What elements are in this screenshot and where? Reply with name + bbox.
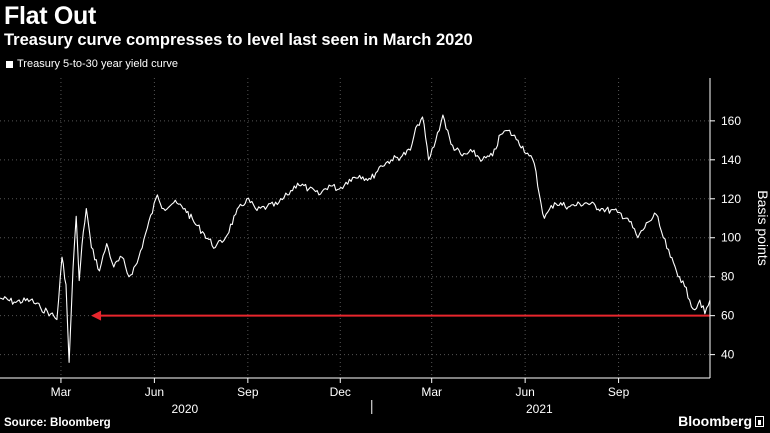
x-tick-label: Jun [515,385,534,399]
x-tick-label: Sep [608,385,630,399]
y-axis-label: Basis points [755,190,770,265]
y-tick-label: 160 [721,114,741,128]
y-tick-label: 140 [721,153,741,167]
x-tick-label: Mar [421,385,442,399]
annotation-arrow-head [91,310,102,321]
chart-subtitle: Treasury curve compresses to level last … [4,31,473,49]
legend-label: Treasury 5-to-30 year yield curve [17,58,178,70]
x-tick-label: Jun [145,385,164,399]
y-tick-label: 80 [721,270,735,284]
annotation-group [91,310,710,321]
y-tick-label: 40 [721,348,735,362]
x-tick-label: Dec [330,385,351,399]
x-year-label: 2020 [172,402,199,416]
x-tick-label: Mar [51,385,72,399]
x-year-label: 2021 [526,402,553,416]
chart-title: Flat Out [4,2,97,30]
brand-name: Bloomberg [678,413,752,429]
gridlines [0,78,710,378]
series-line [0,114,711,363]
y-tick-label: 120 [721,192,741,206]
source-note: Source: Bloomberg [4,417,111,429]
y-tick-label: 100 [721,231,741,245]
legend-swatch [6,60,13,68]
axes-group: 40 60 80 100 120 140 160 Mar Jun Sep Dec Mar Jun Sep 2… [0,78,770,416]
series-group [0,114,711,363]
x-tick-label: Sep [237,385,259,399]
brand-logo: Bloomberg [678,413,764,429]
y-tick-label: 60 [721,309,735,323]
bloomberg-terminal-icon [755,415,764,427]
legend: Treasury 5-to-30 year yield curve [6,58,178,70]
